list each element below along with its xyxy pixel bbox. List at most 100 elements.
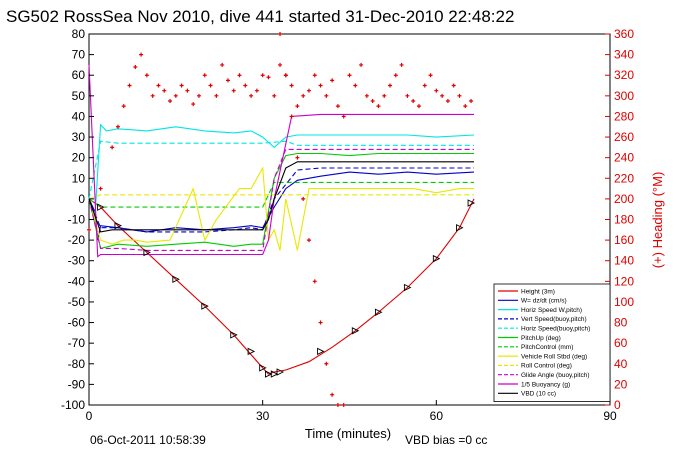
y-tick-label: 60: [72, 68, 86, 82]
y-tick-label: 0: [78, 192, 85, 206]
legend-entry: Roll Control (deg): [521, 363, 572, 370]
y2-tick-label: 140: [614, 254, 634, 268]
y-tick-label: 10: [72, 171, 86, 185]
y2-tick-label: 200: [614, 192, 634, 206]
heading-marker: [335, 403, 340, 407]
y2-tick-label: 280: [614, 109, 634, 123]
legend: Height (3m) W= dz/dt (cm/s) Horiz Speed W,…: [493, 283, 611, 402]
series-line: [88, 140, 474, 200]
heading-marker: [266, 75, 271, 80]
legend-box: [493, 283, 611, 402]
legend-entry: Horiz Speed W,pitch): [521, 307, 582, 314]
y2-tick-label: 40: [614, 357, 628, 371]
series-line: [88, 161, 474, 233]
heading-marker: [150, 93, 155, 98]
y-tick-label: 40: [72, 109, 86, 123]
y-tick-label: 20: [72, 151, 86, 165]
heading-marker: [196, 93, 201, 98]
legend-entry: PitchUp (deg): [521, 335, 561, 342]
legend-entry: Vert Speed(buoy,pitch): [521, 316, 587, 323]
heading-marker: [110, 145, 115, 150]
dive-marker: [351, 327, 360, 335]
plot-area: [87, 32, 611, 407]
y2-tick-label: 20: [614, 377, 628, 391]
heading-marker: [295, 155, 300, 160]
heading-marker: [318, 83, 323, 88]
y-tick-label: 80: [72, 27, 86, 41]
dive-marker: [467, 199, 476, 207]
legend-entry: Vehicle Roll Stbd (deg): [521, 353, 587, 360]
dive-marker: [270, 370, 279, 378]
heading-marker: [364, 93, 369, 98]
dive-marker: [276, 368, 285, 376]
heading-marker: [87, 227, 91, 232]
y-tick-label: -40: [68, 274, 86, 288]
heading-marker: [382, 93, 387, 98]
dive-marker: [201, 302, 209, 310]
dive-marker: [230, 331, 238, 339]
y-tick-label: 70: [72, 48, 86, 62]
heading-marker: [185, 88, 190, 93]
y2-tick-label: 320: [614, 68, 634, 82]
heading-marker: [469, 98, 474, 103]
legend-entry: Height (3m): [521, 288, 555, 295]
dive-marker: [259, 364, 267, 372]
heading-marker: [306, 238, 311, 243]
heading-marker: [191, 102, 196, 107]
heading-marker: [370, 98, 375, 103]
right-axis-label: (+) Heading (°M): [650, 172, 665, 269]
series-line: [88, 148, 474, 251]
y-tick-label: 50: [72, 89, 86, 103]
heading-marker: [301, 196, 306, 201]
y-tick-label: -10: [68, 213, 86, 227]
heading-marker: [272, 93, 277, 98]
heading-marker: [445, 98, 450, 103]
y2-tick-label: 0: [614, 398, 621, 412]
heading-marker: [278, 32, 283, 36]
y2-tick-label: 360: [614, 27, 634, 41]
legend-entry: VBD (10 cc): [521, 391, 556, 398]
dive-marker: [265, 370, 273, 378]
footer-date: 06-Oct-2011 10:58:39: [90, 433, 206, 447]
heading-marker: [457, 93, 462, 98]
dive-marker: [247, 347, 256, 356]
x-tick-label: 30: [256, 409, 270, 423]
heading-marker: [440, 93, 445, 98]
heading-marker: [162, 88, 167, 93]
heading-marker: [208, 83, 213, 88]
heading-marker: [318, 320, 323, 325]
heading-marker: [260, 73, 265, 78]
heading-marker: [324, 93, 329, 98]
heading-marker: [312, 73, 317, 78]
heading-marker: [278, 62, 283, 67]
legend-entry: 1/5 Buoyancy (g): [521, 381, 570, 388]
heading-marker: [399, 62, 404, 67]
heading-marker: [463, 104, 468, 109]
heading-marker: [225, 78, 230, 83]
heading-marker: [434, 88, 439, 93]
heading-marker: [231, 88, 236, 93]
y2-tick-label: 160: [614, 233, 634, 247]
heading-marker: [376, 104, 381, 109]
heading-marker: [405, 93, 410, 98]
y2-tick-label: 120: [614, 274, 634, 288]
heading-marker: [254, 88, 259, 93]
footer-note: VBD bias =0 cc: [405, 433, 487, 447]
heading-marker: [237, 73, 242, 78]
y2-tick-label: 260: [614, 130, 634, 144]
heading-marker: [133, 64, 138, 69]
dive-marker: [456, 224, 464, 232]
heading-marker: [139, 52, 144, 57]
heading-marker: [359, 62, 364, 67]
heading-marker: [451, 83, 456, 88]
x-tick-label: 60: [430, 409, 444, 423]
heading-marker: [249, 93, 254, 98]
series-line: [88, 198, 475, 375]
y2-tick-label: 100: [614, 295, 634, 309]
legend-entry: W= dz/dt (cm/s): [521, 298, 567, 305]
heading-marker: [156, 83, 161, 88]
y2-tick-label: 60: [614, 336, 628, 350]
y2-tick-label: 220: [614, 171, 634, 185]
dive-marker: [97, 203, 105, 211]
